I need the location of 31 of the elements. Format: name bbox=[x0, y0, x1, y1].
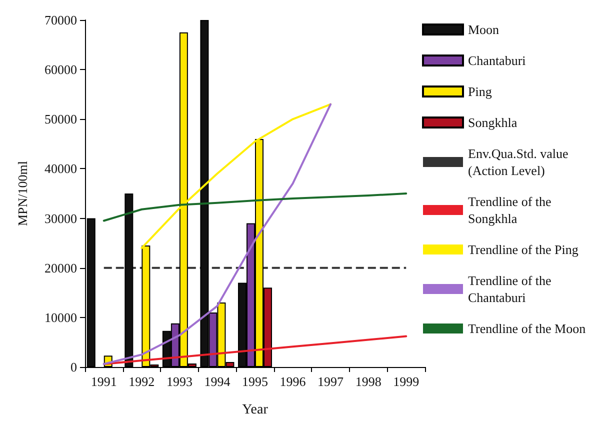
x-tick-label: 1995 bbox=[242, 374, 268, 389]
legend-label: Moon bbox=[468, 22, 500, 37]
line-series bbox=[102, 103, 332, 366]
y-tick-label: 70000 bbox=[44, 12, 77, 28]
y-tick-label: 30000 bbox=[44, 210, 77, 226]
y-tick-label: 50000 bbox=[44, 112, 77, 127]
x-tick-label: 1991 bbox=[90, 374, 117, 389]
y-tick-label: 10000 bbox=[44, 310, 77, 325]
x-tick-label: 1992 bbox=[128, 374, 155, 389]
y-tick-label: 20000 bbox=[44, 260, 77, 276]
x-tick-label: 1993 bbox=[166, 374, 192, 389]
legend-label: Trendline of the Moon bbox=[468, 321, 586, 336]
legend-label: Ping bbox=[468, 84, 492, 99]
x-tick-label: 1999 bbox=[393, 374, 420, 389]
x-tick-label: 1994 bbox=[204, 374, 231, 389]
legend-label: Trendline of the Ping bbox=[468, 242, 579, 257]
legend-label: Trendline of the Songkhla bbox=[468, 194, 555, 226]
y-tick-label: 40000 bbox=[44, 161, 77, 176]
line-series bbox=[102, 192, 408, 222]
x-tick-label: 1998 bbox=[355, 374, 382, 389]
legend-label: Env.Qua.Std. value (Action Level) bbox=[468, 146, 572, 178]
y-axis-title: MPN/100ml bbox=[15, 160, 30, 226]
legend-label: Trendline of the Chantaburi bbox=[468, 273, 555, 305]
y-tick-label: 0 bbox=[70, 360, 77, 374]
x-tick-label: 1997 bbox=[318, 374, 344, 389]
y-tick-label: 60000 bbox=[44, 62, 77, 78]
x-axis-title: Year bbox=[242, 402, 268, 418]
legend-label: Songkhla bbox=[468, 115, 518, 130]
line-series bbox=[102, 335, 408, 366]
x-tick-label: 1996 bbox=[280, 374, 306, 389]
legend-label: Chantaburi bbox=[468, 53, 526, 68]
